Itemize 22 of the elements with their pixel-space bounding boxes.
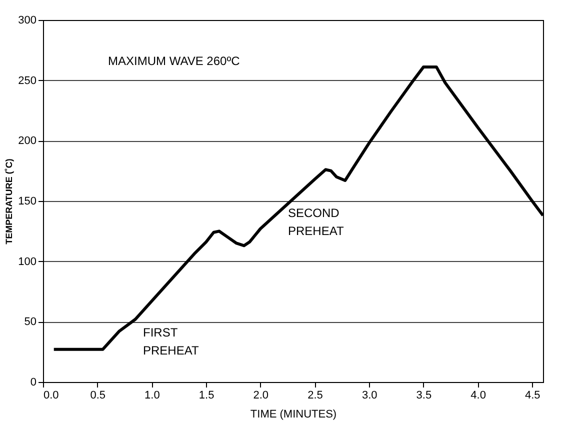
x-tick-label: 4.5: [524, 390, 540, 402]
y-tick-label: 0: [30, 376, 36, 388]
annotation: MAXIMUM WAVE 260ºC: [108, 54, 240, 68]
x-tick-label: 0.0: [44, 390, 59, 402]
annotation: FIRST PREHEAT: [143, 326, 200, 358]
y-tick-label: 100: [18, 256, 36, 268]
x-tick-label: 1.0: [144, 390, 160, 402]
x-tick-label: 2.0: [253, 390, 269, 402]
y-tick-label: 250: [18, 74, 36, 87]
y-tick-label: 50: [24, 316, 36, 328]
y-tick-label: 300: [18, 14, 36, 26]
x-tick-label: 3.5: [416, 390, 432, 402]
x-tick-label: 0.5: [90, 390, 106, 402]
annotation: SECOND PREHEAT: [288, 206, 344, 238]
y-axis-title: TEMPERATURE (˚C): [4, 158, 14, 244]
x-tick-label: 3.0: [362, 390, 378, 402]
x-tick-label: 2.5: [308, 390, 323, 402]
x-tick-label: 1.5: [198, 390, 214, 402]
y-tick-label: 200: [18, 135, 36, 148]
x-tick-label: 4.0: [470, 390, 486, 402]
y-tick-label: 150: [18, 196, 36, 208]
x-axis-title: TIME (MINUTES): [250, 408, 337, 420]
